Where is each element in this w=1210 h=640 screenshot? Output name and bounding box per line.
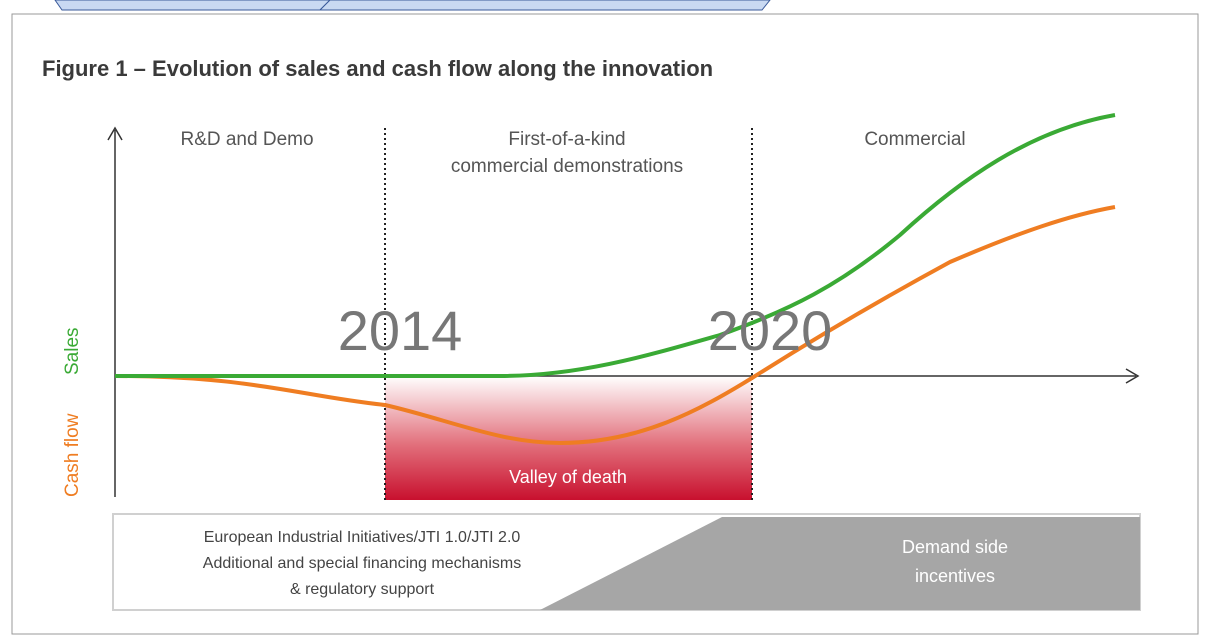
arrow (107, 126, 123, 141)
cash-flow-curve (114, 205, 1116, 446)
phase-label: R&D and Demo (180, 129, 313, 150)
axis-label: Sales (62, 327, 83, 375)
year-label: 2014 (338, 299, 463, 362)
title: Figure 1 – Evolution of sales and cash f… (42, 56, 713, 81)
tab (54, 0, 331, 11)
phase-label: First-of-a-kind (508, 129, 625, 150)
support-text: incentives (915, 566, 995, 586)
frame (11, 13, 1199, 635)
year-label: 2020 (708, 299, 833, 362)
valley-label: Valley of death (509, 467, 627, 487)
support-text: European Industrial Initiatives/JTI 1.0/… (204, 529, 521, 546)
support-text: & regulatory support (290, 581, 435, 598)
sales-curve (115, 113, 1116, 378)
valley (385, 376, 752, 500)
support-wedge (540, 517, 1140, 610)
support-text: Additional and special financing mechani… (203, 555, 521, 572)
axis-label: Cash flow (62, 413, 83, 497)
arrow (1125, 368, 1140, 384)
tab (318, 0, 771, 11)
phase-label: Commercial (864, 129, 965, 150)
phase-label: commercial demonstrations (451, 156, 683, 177)
support-text: Demand side (902, 537, 1008, 557)
